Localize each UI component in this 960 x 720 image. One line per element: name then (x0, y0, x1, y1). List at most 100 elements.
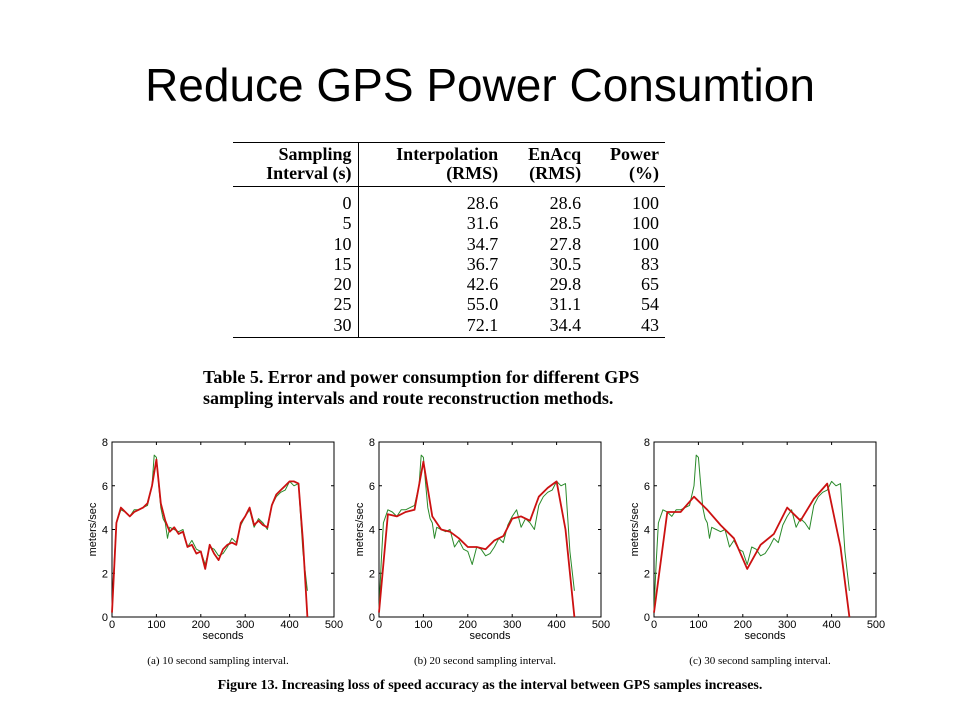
table-cell: 31.6 (466, 213, 499, 234)
table-cell: 28.5 (549, 213, 582, 234)
x-tick-label: 200 (734, 619, 752, 631)
x-tick-label: 100 (689, 619, 707, 631)
header-interpolation: Interpolation (RMS) (358, 142, 505, 187)
x-tick-label: 0 (376, 619, 382, 631)
y-tick-label: 2 (644, 568, 650, 580)
table-cell: 0 (233, 186, 359, 214)
x-tick-label: 200 (192, 619, 210, 631)
measured-speed-line (378, 454, 575, 611)
table-cell: 30.5 (549, 253, 582, 274)
header-sampling-interval: Sampling Interval (s) (233, 142, 359, 187)
header-line: Power (610, 144, 659, 164)
header-line: (RMS) (529, 163, 582, 183)
y-tick-label: 4 (644, 525, 650, 537)
table-row: 25 55.0 31.1 54 (233, 294, 665, 315)
table-cell: 72.1 (358, 314, 505, 339)
table-cell: 29.8 (549, 274, 582, 295)
table-cell: 100 (632, 213, 659, 234)
x-tick-label: 500 (325, 619, 343, 631)
measured-speed-line (111, 454, 308, 611)
reconstructed-speed-line (378, 460, 576, 618)
reconstructed-speed-line (653, 482, 851, 618)
header-enacq: EnAcq (RMS) (504, 142, 588, 187)
table-row: 20 42.6 29.8 65 (233, 274, 665, 295)
header-line: (RMS) (446, 163, 499, 183)
slide-title: Reduce GPS Power Consumtion (145, 59, 815, 111)
y-tick-label: 0 (644, 612, 650, 624)
header-line: Interpolation (396, 144, 499, 164)
chart-20s: 0 100 200 300 400 500 0 2 4 6 8 seconds meters/sec (b… (355, 437, 610, 667)
table-cell: 27.8 (549, 233, 582, 254)
table-cell: 28.6 (504, 186, 588, 214)
y-tick-label: 2 (102, 568, 108, 580)
subplot-caption: (b) 20 second sampling interval. (414, 655, 556, 667)
reconstructed-speed-line (111, 458, 309, 618)
x-tick-label: 100 (414, 619, 432, 631)
plot-frame (653, 441, 877, 618)
x-tick-label: 100 (147, 619, 165, 631)
header-line: (%) (629, 163, 659, 183)
x-tick-label: 300 (236, 619, 254, 631)
y-tick-label: 0 (102, 612, 108, 624)
table-cell: 100 (632, 233, 659, 254)
x-tick-label: 200 (459, 619, 477, 631)
table-cell: 42.6 (466, 274, 499, 295)
table-cell: 34.7 (466, 233, 499, 254)
table-row: 0 28.6 28.6 100 (233, 186, 665, 214)
plot-frame (111, 441, 335, 618)
y-tick-label: 4 (369, 525, 375, 537)
y-axis-label: meters/sec (88, 502, 99, 556)
table-caption-line: Table 5. Error and power consumption for… (203, 367, 640, 387)
table-cell: 28.6 (358, 186, 505, 214)
figure-caption: Figure 13. Increasing loss of speed accu… (217, 678, 763, 693)
y-tick-label: 6 (369, 481, 375, 493)
y-tick-label: 8 (102, 437, 108, 449)
y-tick-label: 6 (102, 481, 108, 493)
x-axis-label: seconds (470, 630, 511, 642)
table-cell: 20 (233, 274, 359, 295)
y-tick-label: 4 (102, 525, 108, 537)
table-cell: 55.0 (466, 294, 499, 315)
y-tick-label: 8 (369, 437, 375, 449)
chart-10s: 0 100 200 300 400 500 0 2 4 6 8 seconds meters/sec (a… (88, 437, 343, 667)
table-cell: 65 (641, 274, 659, 295)
table-cell: 15 (233, 253, 359, 275)
table-cell: 10 (233, 233, 359, 254)
x-axis-label: seconds (203, 630, 244, 642)
table-caption: Table 5. Error and power consumption for… (203, 367, 723, 409)
y-tick-label: 0 (369, 612, 375, 624)
y-tick-label: 6 (644, 481, 650, 493)
header-power: Power (%) (587, 142, 665, 187)
y-tick-label: 8 (644, 437, 650, 449)
x-tick-label: 400 (280, 619, 298, 631)
table-row: 5 31.6 28.5 100 (233, 213, 665, 234)
header-line: Interval (s) (266, 163, 352, 183)
table-cell: 34.4 (504, 314, 588, 339)
subplot-caption: (a) 10 second sampling interval. (147, 655, 289, 667)
table-cell: 31.1 (549, 294, 582, 315)
x-tick-label: 0 (109, 619, 115, 631)
table-row: 30 72.1 34.4 43 (233, 314, 665, 339)
plot-frame (378, 441, 602, 618)
subplot-caption: (c) 30 second sampling interval. (689, 655, 831, 667)
table-row: 15 36.7 30.5 83 (233, 253, 665, 275)
x-tick-label: 400 (822, 619, 840, 631)
x-tick-label: 300 (503, 619, 521, 631)
x-axis-label: seconds (745, 630, 786, 642)
table-cell: 25 (233, 294, 359, 315)
x-tick-label: 500 (867, 619, 885, 631)
table-caption-line: sampling intervals and route reconstruct… (203, 388, 614, 408)
chart-30s: 0 100 200 300 400 500 0 2 4 6 8 seconds meters/sec (c… (630, 437, 885, 667)
results-table: Sampling Interval (s) Interpolation (RMS) … (233, 142, 665, 339)
x-tick-label: 300 (778, 619, 796, 631)
table-cell: 54 (641, 294, 659, 315)
y-axis-label: meters/sec (355, 502, 366, 556)
table-header-row: Sampling Interval (s) Interpolation (RMS) … (233, 142, 665, 187)
table-cell: 43 (587, 314, 665, 339)
table-cell: 30 (233, 314, 359, 339)
y-tick-label: 2 (369, 568, 375, 580)
header-line: EnAcq (528, 144, 582, 164)
y-axis-label: meters/sec (630, 502, 641, 556)
table-cell: 36.7 (466, 253, 499, 274)
x-tick-label: 0 (651, 619, 657, 631)
